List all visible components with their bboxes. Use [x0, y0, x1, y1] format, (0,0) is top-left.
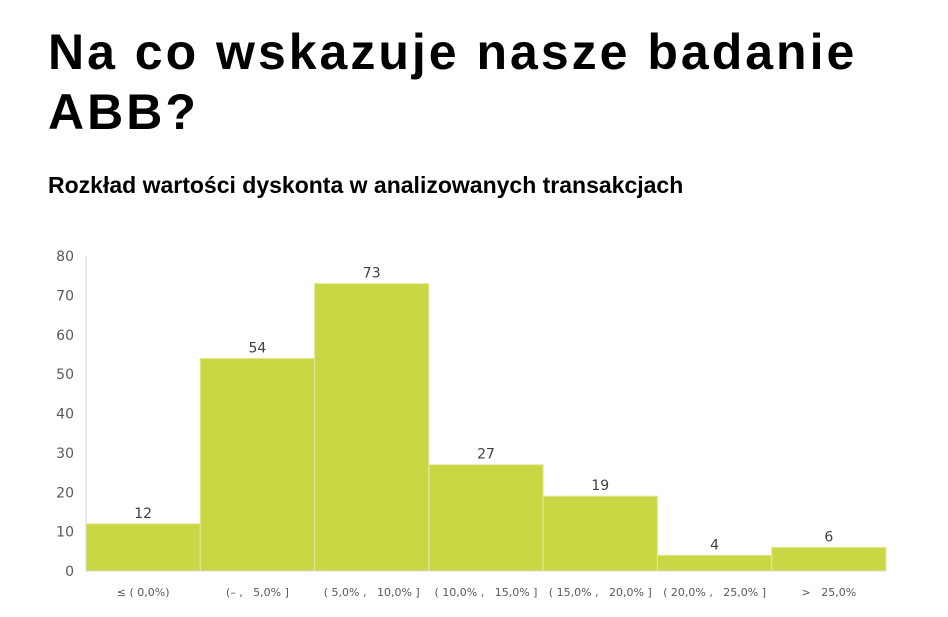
- category-label: ( 5,0% , 10,0% ]: [324, 586, 420, 599]
- bars: [85, 283, 887, 572]
- y-tick-label: 0: [65, 564, 74, 580]
- category-label: ( 20,0% , 25,0% ]: [663, 586, 766, 599]
- y-tick-label: 10: [56, 525, 74, 541]
- bar: [771, 546, 887, 572]
- y-tick-label: 80: [56, 249, 74, 265]
- y-tick-label: 50: [56, 367, 74, 383]
- y-tick-label: 30: [56, 446, 74, 462]
- page-title: Na co wskazuje nasze badanie ABB?: [48, 24, 858, 140]
- data-label: 54: [249, 340, 267, 356]
- bar: [542, 495, 658, 572]
- bar: [199, 357, 316, 572]
- category-label: ≤ ( 0,0%): [117, 586, 170, 599]
- y-tick-label: 60: [56, 328, 74, 344]
- chart-title: Rozkład wartości dyskonta w analizowanyc…: [48, 172, 684, 198]
- bar: [85, 523, 201, 572]
- bar: [314, 283, 430, 572]
- data-label: 6: [824, 529, 833, 545]
- data-label: 4: [710, 537, 719, 553]
- category-label: (– , 5,0% ]: [226, 586, 289, 599]
- data-label: 12: [134, 506, 152, 522]
- category-label: ( 15,0% , 20,0% ]: [549, 586, 652, 599]
- y-axis-ticks: 0 10 20 30 40 50 60 70 80: [56, 249, 74, 580]
- x-axis-labels: ≤ ( 0,0%) (– , 5,0% ] ( 5,0% , 10,0% ] ( 10…: [117, 586, 856, 599]
- data-labels: 12 54 73 27 19 4 6: [134, 266, 833, 554]
- bar: [656, 554, 773, 572]
- y-tick-label: 20: [56, 485, 74, 501]
- bar: [428, 464, 544, 572]
- category-label: ( 10,0% , 15,0% ]: [435, 586, 538, 599]
- y-tick-label: 40: [56, 407, 74, 423]
- data-label: 73: [363, 266, 381, 282]
- data-label: 27: [477, 447, 495, 463]
- y-tick-label: 70: [56, 288, 74, 304]
- category-label: > 25,0%: [802, 586, 857, 599]
- data-label: 19: [591, 478, 609, 494]
